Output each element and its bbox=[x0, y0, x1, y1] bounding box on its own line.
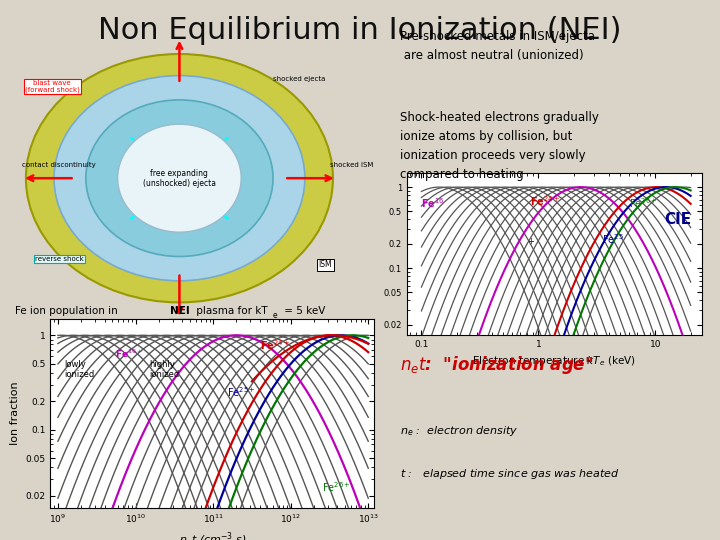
Text: reverse shock: reverse shock bbox=[35, 256, 84, 262]
Text: free expanding
(unshocked) ejecta: free expanding (unshocked) ejecta bbox=[143, 168, 216, 188]
Text: ISM: ISM bbox=[319, 260, 332, 269]
Text: Fe$^{26+}$: Fe$^{26+}$ bbox=[629, 197, 658, 210]
Text: Fe$^{24+}$: Fe$^{24+}$ bbox=[530, 194, 560, 208]
Text: shocked ejecta: shocked ejecta bbox=[273, 76, 325, 82]
Ellipse shape bbox=[117, 124, 241, 232]
Text: Shock-heated electrons gradually
ionize atoms by collision, but
ionization proce: Shock-heated electrons gradually ionize … bbox=[400, 111, 598, 181]
X-axis label: Electron temperature $kT_e$ (keV): Electron temperature $kT_e$ (keV) bbox=[472, 354, 636, 368]
Text: plasma for kT: plasma for kT bbox=[193, 306, 268, 315]
Text: $n_e$ :  electron density: $n_e$ : electron density bbox=[400, 424, 518, 438]
Text: $t$ :   elapsed time since gas was heated: $t$ : elapsed time since gas was heated bbox=[400, 467, 619, 481]
Text: contact discontinuity: contact discontinuity bbox=[22, 163, 96, 168]
Text: Fe ion population in: Fe ion population in bbox=[14, 306, 121, 315]
Text: Fe$^{25+}$: Fe$^{25+}$ bbox=[227, 386, 256, 400]
Text: highly
ionized: highly ionized bbox=[149, 360, 179, 379]
Text: NEI: NEI bbox=[170, 306, 190, 315]
Ellipse shape bbox=[54, 76, 305, 281]
Text: Fe$^{25}$: Fe$^{25}$ bbox=[602, 232, 624, 246]
Y-axis label: Ion fraction: Ion fraction bbox=[10, 381, 20, 445]
Text: Fe$^{16+}$: Fe$^{16+}$ bbox=[115, 347, 143, 360]
Text: = 5 keV: = 5 keV bbox=[281, 306, 325, 315]
Text: Fe$^{16}$: Fe$^{16}$ bbox=[421, 197, 445, 210]
Text: CIE: CIE bbox=[665, 212, 692, 227]
X-axis label: $n_et$ (cm$^{-3}$ s): $n_et$ (cm$^{-3}$ s) bbox=[179, 530, 246, 540]
Text: Fe$^{24+}$: Fe$^{24+}$ bbox=[260, 338, 290, 352]
Text: Pre-shocked metals in ISM/ejecta
 are almost neutral (unionized): Pre-shocked metals in ISM/ejecta are alm… bbox=[400, 30, 595, 62]
Text: e: e bbox=[273, 310, 278, 320]
Text: shocked ISM: shocked ISM bbox=[330, 163, 374, 168]
Text: +: + bbox=[527, 237, 534, 246]
Text: Non Equilibrium in Ionization (NEI): Non Equilibrium in Ionization (NEI) bbox=[98, 16, 622, 45]
Ellipse shape bbox=[26, 54, 333, 302]
Text: $n_e t$:  "ionization age": $n_e t$: "ionization age" bbox=[400, 354, 593, 376]
Text: Fe$^{26+}$: Fe$^{26+}$ bbox=[322, 480, 350, 494]
Text: lowly
ionized: lowly ionized bbox=[64, 360, 94, 379]
Text: blast wave
(forward shock): blast wave (forward shock) bbox=[24, 80, 80, 93]
Ellipse shape bbox=[86, 100, 273, 256]
